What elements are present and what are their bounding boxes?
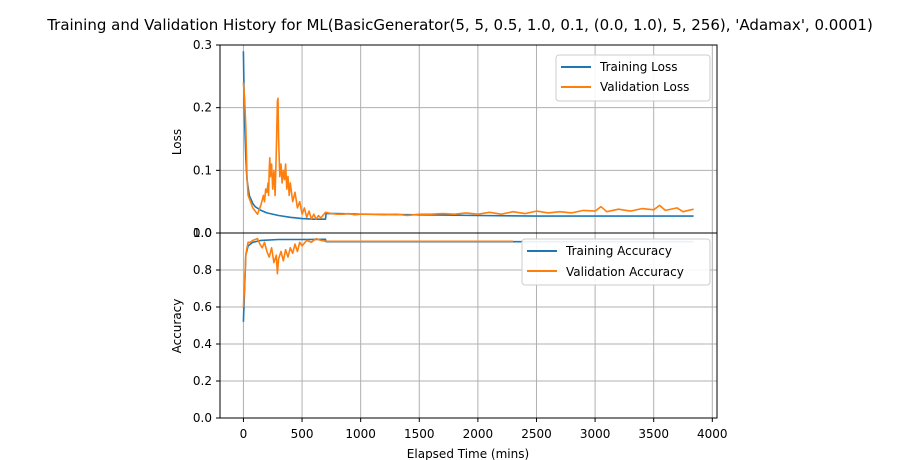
loss-y-axis-label: Loss bbox=[170, 129, 184, 155]
loss-y-tick-label: 0.2 bbox=[193, 101, 212, 115]
x-tick-label: 4000 bbox=[697, 427, 728, 441]
accuracy-legend-box bbox=[521, 238, 711, 286]
accuracy-y-tick-label: 0.2 bbox=[193, 374, 212, 388]
accuracy-axes-frame bbox=[219, 232, 718, 419]
accuracy-series-validation-line bbox=[242, 237, 513, 308]
figure-title: Training and Validation History for ML(B… bbox=[46, 16, 873, 34]
accuracy-y-ticks: 0.0 0.2 0.4 0.6 0.8 1.0 bbox=[193, 226, 220, 425]
x-axis-label: Elapsed Time (mins) bbox=[407, 447, 529, 460]
accuracy-y-tick-label: 0.0 bbox=[193, 411, 212, 425]
x-tick-label: 2000 bbox=[463, 427, 494, 441]
accuracy-subplot: 0.0 0.2 0.4 0.6 0.8 1.0 Accuracy Training Acc… bbox=[170, 226, 718, 425]
loss-series-validation-line bbox=[242, 82, 694, 220]
x-tick-label: 3500 bbox=[638, 427, 669, 441]
x-tick-label: 500 bbox=[291, 427, 314, 441]
loss-series-group bbox=[242, 51, 694, 220]
accuracy-legend: Training Accuracy Validation Accuracy bbox=[521, 238, 711, 286]
accuracy-y-tick-label: 1.0 bbox=[193, 226, 212, 240]
accuracy-y-axis-label: Accuracy bbox=[170, 299, 184, 354]
x-tick-label: 2500 bbox=[521, 427, 552, 441]
loss-legend-label-validation: Validation Loss bbox=[600, 80, 689, 94]
loss-legend-box bbox=[555, 54, 711, 102]
x-tick-label: 0 bbox=[240, 427, 248, 441]
x-tick-label: 1500 bbox=[404, 427, 435, 441]
accuracy-y-tick-label: 0.4 bbox=[193, 337, 212, 351]
x-tick-label: 1000 bbox=[345, 427, 376, 441]
accuracy-legend-label-training: Training Accuracy bbox=[565, 244, 672, 258]
accuracy-series-group bbox=[242, 237, 694, 322]
x-tick-label: 3000 bbox=[580, 427, 611, 441]
loss-y-tick-label: 0.3 bbox=[193, 38, 212, 52]
accuracy-y-tick-label: 0.6 bbox=[193, 300, 212, 314]
loss-legend: Training Loss Validation Loss bbox=[555, 54, 711, 102]
accuracy-y-tick-label: 0.8 bbox=[193, 263, 212, 277]
loss-legend-label-training: Training Loss bbox=[599, 60, 677, 74]
loss-subplot: 0.0 0.1 0.2 0.3 Loss Training Loss Validati… bbox=[170, 38, 718, 240]
accuracy-legend-label-validation: Validation Accuracy bbox=[566, 265, 684, 279]
x-axis-ticks: 0 500 1000 1500 2000 2500 3000 3500 4000 bbox=[240, 418, 728, 441]
loss-y-ticks: 0.0 0.1 0.2 0.3 bbox=[193, 38, 220, 240]
loss-y-tick-label: 0.0 bbox=[193, 226, 212, 240]
loss-y-tick-label: 0.1 bbox=[193, 163, 212, 177]
